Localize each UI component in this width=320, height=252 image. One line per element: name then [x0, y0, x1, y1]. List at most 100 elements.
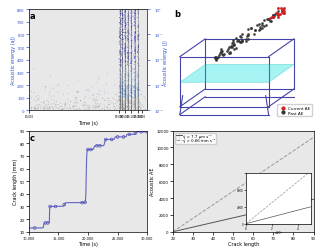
Point: [282, 7, 287, 11]
Point: [38, 104, 43, 108]
Point: [119, 90, 124, 94]
Point: [132, 96, 137, 100]
Point: [117, 17, 122, 21]
Point: [136, 25, 141, 29]
Point: [118, 106, 123, 110]
Point: [133, 89, 138, 93]
Point: [129, 27, 134, 31]
Point: [118, 94, 123, 98]
γ̇ = 0.66 mm s⁻¹: [312, 136, 316, 139]
Point: [246, 33, 251, 37]
Point: [133, 74, 138, 78]
Point: [125, 83, 131, 87]
Point: [117, 74, 123, 78]
Point: [135, 74, 140, 78]
Point: [132, 102, 138, 106]
Point: [122, 109, 127, 113]
Point: [133, 91, 138, 95]
Point: [120, 76, 125, 80]
Point: [118, 101, 123, 105]
Point: [72, 108, 77, 112]
Point: [125, 74, 131, 78]
Point: [123, 66, 128, 70]
Point: [129, 17, 134, 21]
Point: [135, 9, 140, 13]
Point: [130, 78, 135, 82]
Point: [117, 22, 122, 26]
Point: [130, 34, 135, 38]
Point: [130, 59, 135, 63]
Point: [136, 106, 141, 110]
Point: [126, 39, 131, 43]
Point: [270, 14, 276, 18]
Point: [269, 16, 275, 20]
Point: [126, 105, 131, 109]
Point: [217, 52, 222, 56]
Point: [117, 84, 122, 88]
Point: [136, 49, 141, 53]
Point: [130, 67, 135, 71]
Point: [97, 89, 102, 93]
Point: [123, 96, 128, 100]
Point: [132, 108, 138, 112]
Point: [130, 87, 135, 91]
Point: [132, 66, 138, 70]
Point: [129, 100, 134, 104]
Point: [123, 76, 128, 80]
Point: [129, 52, 134, 56]
Point: [36, 107, 41, 111]
Point: [123, 24, 128, 28]
Point: [117, 85, 122, 89]
Point: [120, 103, 125, 107]
Point: [42, 106, 47, 110]
Point: [126, 97, 131, 101]
Point: [122, 94, 127, 98]
Point: [213, 58, 219, 62]
Point: [119, 93, 124, 97]
Point: [121, 107, 126, 111]
Point: [121, 14, 126, 18]
Point: [119, 77, 124, 81]
Point: [96, 105, 101, 109]
Point: [135, 95, 140, 99]
Point: [74, 105, 79, 109]
Point: [120, 87, 125, 91]
Point: [129, 92, 134, 96]
Point: [280, 12, 285, 16]
Point: [120, 12, 125, 16]
Point: [123, 11, 128, 15]
Point: [126, 101, 131, 105]
Point: [246, 28, 251, 32]
Point: [125, 34, 130, 38]
Point: [112, 108, 117, 112]
Point: [120, 88, 125, 92]
Point: [94, 109, 99, 113]
Point: [42, 106, 47, 110]
Point: [132, 108, 138, 112]
γ̇ = 7.7 μm s⁻¹: [300, 201, 303, 204]
Point: [122, 101, 127, 105]
Point: [124, 90, 129, 94]
Point: [244, 38, 249, 42]
Point: [32, 99, 37, 103]
Point: [117, 107, 123, 111]
Point: [123, 87, 128, 91]
Point: [126, 58, 131, 62]
Point: [130, 68, 135, 72]
Point: [120, 106, 125, 110]
Point: [125, 100, 131, 104]
Point: [120, 17, 125, 21]
Point: [128, 65, 133, 69]
Point: [135, 108, 140, 112]
Point: [122, 72, 127, 76]
Point: [120, 18, 125, 22]
Point: [138, 109, 143, 113]
γ̇ = 0.66 mm s⁻¹: [305, 141, 308, 144]
Point: [122, 28, 127, 32]
Point: [136, 37, 141, 41]
Point: [120, 35, 125, 39]
Point: [117, 70, 122, 74]
Point: [123, 108, 128, 112]
Point: [132, 14, 138, 18]
Point: [132, 56, 137, 60]
